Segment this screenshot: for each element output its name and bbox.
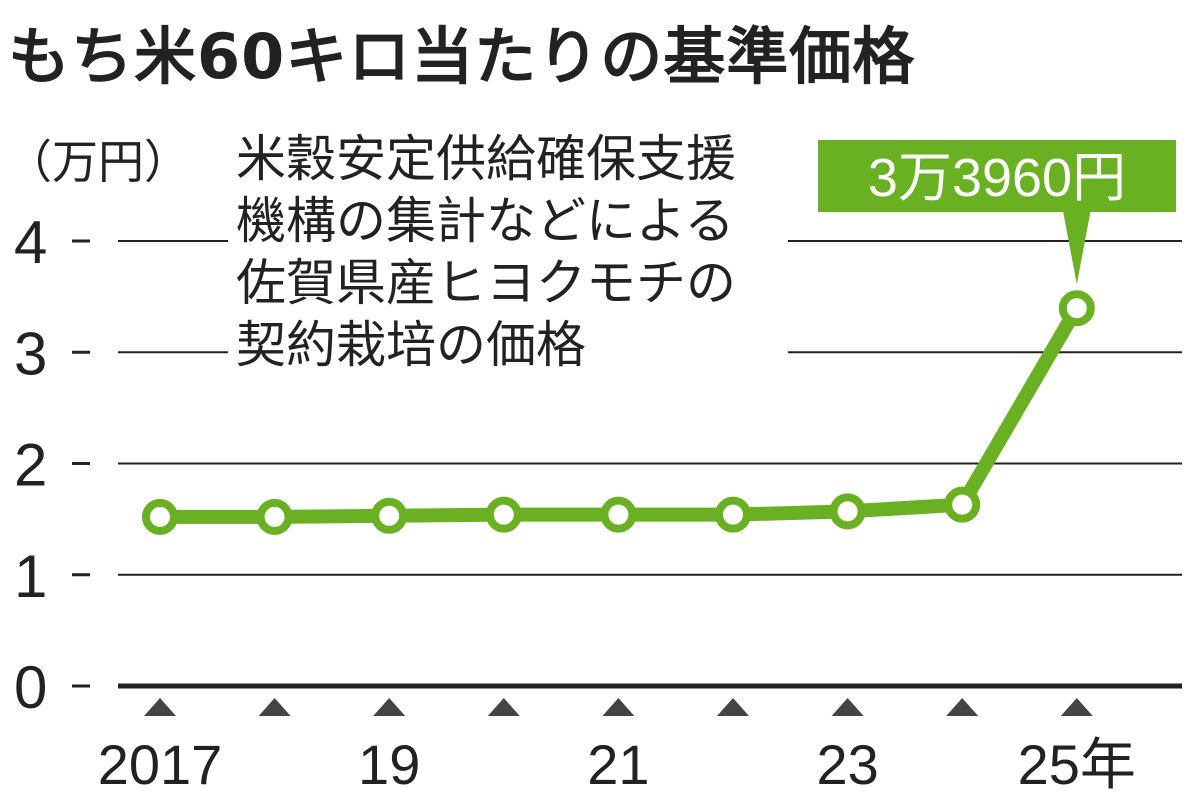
y-tick-label: 3 [14,320,47,387]
annotation-label: 3万3960円 [868,148,1126,208]
y-tick-label: 0 [14,654,47,721]
y-axis-label: （万円） [6,136,190,188]
data-point [944,486,981,523]
x-tick-label: 19 [358,733,420,795]
data-point [829,493,866,530]
data-point [600,496,637,533]
data-point [142,498,178,535]
x-tick-triangle [717,698,749,716]
annotation-box [818,140,1176,212]
x-tick-label: 23 [816,733,878,795]
source-note-line: 米穀安定供給確保支援 [236,131,736,187]
annotation-layer: 3万3960円 [818,140,1176,285]
source-note-bg [228,128,788,378]
x-tick-triangle [487,698,520,716]
chart-title: もち米60キロ当たりの基準価格 [8,20,916,93]
x-tick-label: 2017 [98,733,223,795]
x-tick-triangle [1060,698,1093,716]
x-tick-triangle [602,698,635,716]
x-tick-triangle [258,698,291,716]
data-point [256,498,293,535]
x-tick-triangle [946,698,979,716]
x-tick-triangle [144,698,176,716]
y-tick-label: 1 [14,543,47,610]
x-tick-label: 21 [587,733,649,795]
y-tick-label: 4 [14,209,47,276]
x-tick-label: 25年 [1018,733,1136,795]
data-point [485,496,522,533]
source-note-line: 佐賀県産ヒヨクモチの [236,255,736,311]
annotation-pointer [1062,210,1091,285]
data-point [1058,290,1095,327]
data-point [715,496,751,533]
x-tick-triangle [831,698,864,716]
data-point [371,497,408,534]
x-tick-triangle [373,698,406,716]
y-tick-label: 2 [14,432,47,499]
source-note-line: 機構の集計などによる [236,193,735,249]
source-note-line: 契約栽培の価格 [236,317,586,373]
series-layer [142,290,1095,535]
